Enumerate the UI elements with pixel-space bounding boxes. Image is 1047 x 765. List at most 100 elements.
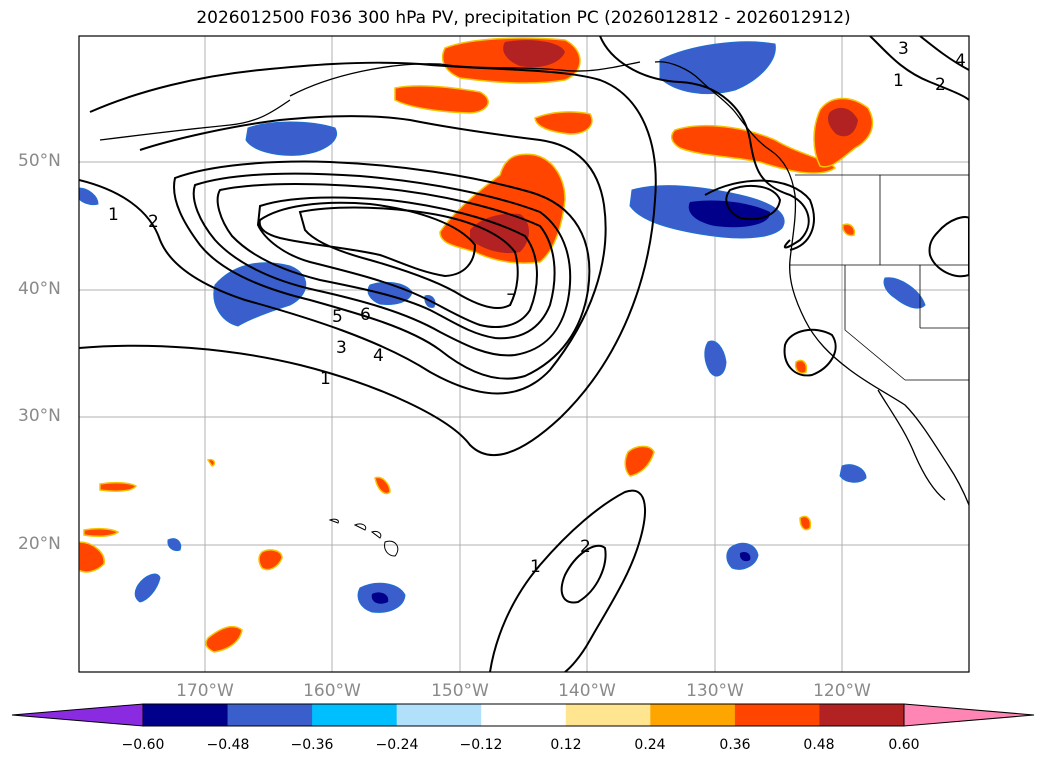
colorbar-tick: 0.48 [803,737,835,753]
colorbar-segment [650,704,736,726]
precip-blob-hawaii-w [374,476,391,495]
pv-contour-6 [256,196,538,329]
precip-blob-west-1 [213,262,307,327]
colorbar-segment [227,704,313,726]
map-title: 2026012500 F036 300 hPa PV, precipitatio… [196,8,851,28]
colorbar-tick: −0.24 [375,737,419,753]
coast-baja [877,389,946,501]
contour-label: 4 [373,346,384,366]
lon-label-160w: 160°W [303,681,361,701]
precip-blob-aleutians [245,121,338,156]
hawaii-islands [328,518,399,557]
precip-blob-south-4 [167,538,182,551]
lat-label-40n: 40°N [18,279,61,299]
colorbar-outline-right [903,703,1035,727]
colorbar-segment [312,704,398,726]
precip-blob-gulf-alaska [659,41,776,95]
precip-blob-hawaii-ne [624,445,655,477]
pv-contour-ne-1 [599,36,810,249]
pv-contour-south-1 [489,489,646,672]
map-canvas: 1 2 5 6 3 4 1 7 1 2 3 1 2 4 [78,35,970,673]
pv-contour-bc-loop [725,184,782,220]
colorbar-tick: 0.12 [550,737,582,753]
contour-label: 3 [898,39,909,59]
precip-blob-sw-2 [205,626,243,653]
colorbar-segment [819,704,905,726]
lon-label-140w: 140°W [558,681,616,701]
lat-label-30n: 30°N [18,406,61,426]
colorbar-segments [12,704,1034,726]
lon-label-120w: 120°W [813,681,871,701]
colorbar-segment [396,704,482,726]
precip-core-south-1 [739,551,751,562]
contour-label: 5 [332,307,343,327]
contour-label: 3 [336,338,347,358]
pv-contours [79,36,969,672]
precip-core-washington [828,107,858,137]
colorbar-segment [143,704,229,726]
coast-aleutians [99,99,291,141]
precip-positive-areas [79,37,874,653]
colorbar [11,703,1035,727]
precip-core-north-1 [503,40,565,68]
contour-label: 2 [935,75,946,95]
colorbar-segment [481,704,567,726]
contour-label: 1 [893,71,904,91]
contour-label: 1 [108,205,119,225]
precip-blob-baja [799,515,812,531]
colorbar-tick: 0.60 [888,737,920,753]
precip-blob-socal [794,359,808,374]
coastlines [99,61,969,506]
pv-contour-5 [216,183,556,340]
precip-blob-south-3 [134,573,161,603]
colorbar-segment [565,704,651,726]
precip-blob-small [206,458,216,467]
precip-blob-sw-4 [83,527,120,537]
lat-label-50n: 50°N [18,151,61,171]
pv-contour-2 [79,115,607,395]
pv-contour-ne-2 [869,36,969,101]
precip-blob-mid-1 [704,340,727,377]
lon-label-170w: 170°W [176,681,234,701]
precip-blob-sw-1 [258,549,283,571]
precip-blob-mid-2 [839,464,867,483]
precip-blob-north-3 [534,111,593,135]
colorbar-extension-high [904,704,1034,726]
precip-blob-sw-3 [99,481,138,492]
pv-contour-south-2 [560,545,607,604]
contour-label: 1 [320,369,331,389]
colorbar-tick: −0.48 [206,737,250,753]
colorbar-tick: −0.60 [121,737,165,753]
colorbar-tick: 0.36 [719,737,751,753]
pv-contour-ne-3 [919,36,969,71]
pv-contour-8 [258,201,477,278]
precip-core-ne-pacific [688,200,771,228]
contour-label: 1 [530,557,541,577]
pv-contour-7 [298,206,519,309]
precip-core-central [470,213,529,254]
colorbar-extension-low [12,704,143,726]
contour-label: 2 [580,537,591,557]
map-frame [78,35,970,673]
colorbar-tick: 0.24 [634,737,666,753]
pv-contour-bc-loop-2 [704,179,815,251]
contour-label: 7 [506,291,517,311]
contour-label: 2 [148,212,159,232]
precip-blob-sw-5 [79,541,105,573]
colorbar-tick: −0.12 [459,737,503,753]
pv-contour-4 [192,172,572,357]
pv-contour-1 [79,61,657,457]
precip-blob-far-west [79,187,99,205]
contour-label: 6 [360,305,371,325]
pv-contour-3 [173,160,591,380]
precip-blob-coast [883,277,926,309]
colorbar-segment [734,704,820,726]
coast-alaska [289,61,641,97]
lat-label-20n: 20°N [18,534,61,554]
pv-contour-coast-loop [928,215,969,278]
precip-blob-north-2 [394,85,489,114]
precip-core-south-2 [371,592,389,604]
lon-label-150w: 150°W [431,681,489,701]
colorbar-tick: −0.36 [290,737,334,753]
lon-label-130w: 130°W [686,681,744,701]
